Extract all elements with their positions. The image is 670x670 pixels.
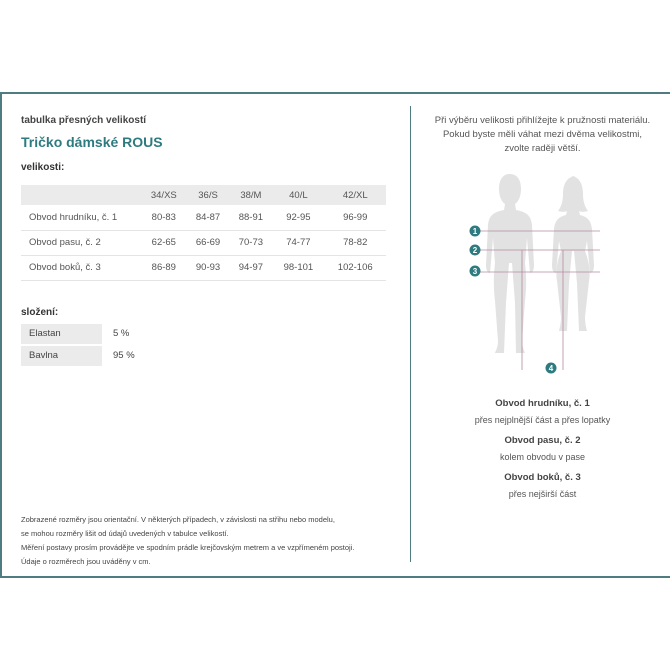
note-line: Zobrazené rozměry jsou orientační. V něk… <box>21 515 335 524</box>
composition-heading: složení: <box>21 306 59 318</box>
cell: 98-101 <box>272 255 325 281</box>
marker-2: 2 <box>469 244 481 256</box>
cell: 70-73 <box>229 230 273 256</box>
svg-text:2: 2 <box>473 246 478 255</box>
note-line: Měření postavy prosím provádějte ve spod… <box>21 543 355 552</box>
advice-line: Pokud byste měli váhat mezi dvěma veliko… <box>442 129 643 140</box>
female-silhouette <box>552 176 594 331</box>
header-cell: 38/M <box>229 185 273 205</box>
cell: 66-69 <box>186 230 230 256</box>
material: Bavlna <box>21 345 102 366</box>
cell: 86-89 <box>141 255 187 281</box>
cell: 102-106 <box>324 255 386 281</box>
table-row: Obvod boků, č. 3 86-89 90-93 94-97 98-10… <box>21 255 386 281</box>
advice-line: zvolte raději větší. <box>504 143 581 154</box>
marker-3: 3 <box>469 265 481 277</box>
legend-description: přes nejširší část <box>508 489 577 499</box>
marker-1: 1 <box>469 225 481 237</box>
row-label: Obvod boků, č. 3 <box>21 255 141 281</box>
percentage: 95 % <box>113 350 135 361</box>
cell: 88-91 <box>229 205 273 231</box>
cell: 74-77 <box>272 230 325 256</box>
legend-description: přes nejplnější část a přes lopatky <box>474 415 611 425</box>
body-measurement-figure: 1 2 3 4 <box>469 174 600 374</box>
header-cell: 42/XL <box>324 185 386 205</box>
cell: 84-87 <box>186 205 230 231</box>
legend-description: kolem obvodu v pase <box>499 452 586 462</box>
cell: 96-99 <box>324 205 386 231</box>
percentage: 5 % <box>113 328 130 339</box>
sizes-heading: velikosti: <box>21 162 65 173</box>
composition-list: Elastan 5 % Bavlna 95 % <box>21 323 387 366</box>
cell: 80-83 <box>141 205 187 231</box>
size-table: 34/XS 36/S 38/M 40/L 42/XL Obvod hrudník… <box>21 185 386 281</box>
column-divider <box>410 106 411 562</box>
composition-row: Elastan 5 % <box>21 323 387 344</box>
note-line: Údaje o rozměrech jsou uváděny v cm. <box>21 557 151 566</box>
advice-line: Při výběru velikosti přihlížejte k pružn… <box>434 115 651 126</box>
row-label: Obvod pasu, č. 2 <box>21 230 141 256</box>
header-cell <box>21 185 141 205</box>
legend-heading: Obvod hrudníku, č. 1 <box>495 398 590 409</box>
note-line: se mohou rozměry lišit od údajů uvedenýc… <box>21 529 229 538</box>
svg-text:1: 1 <box>473 227 478 236</box>
legend-heading: Obvod boků, č. 3 <box>504 472 581 483</box>
cell: 94-97 <box>229 255 273 281</box>
header-cell: 36/S <box>186 185 230 205</box>
table-row: Obvod hrudníku, č. 1 80-83 84-87 88-91 9… <box>21 205 386 231</box>
marker-4: 4 <box>545 362 557 374</box>
cell: 78-82 <box>324 230 386 256</box>
material: Elastan <box>21 323 102 344</box>
size-chart-frame <box>0 92 670 578</box>
kicker: tabulka přesných velikostí <box>21 115 147 126</box>
table-header-row: 34/XS 36/S 38/M 40/L 42/XL <box>21 185 386 205</box>
header-cell: 34/XS <box>141 185 187 205</box>
row-label: Obvod hrudníku, č. 1 <box>21 205 141 231</box>
cell: 90-93 <box>186 255 230 281</box>
table-row: Obvod pasu, č. 2 62-65 66-69 70-73 74-77… <box>21 230 386 256</box>
measurement-legend: Obvod hrudníku, č. 1 přes nejplnější čás… <box>420 392 665 499</box>
male-silhouette <box>486 174 534 353</box>
cell: 62-65 <box>141 230 187 256</box>
cell: 92-95 <box>272 205 325 231</box>
composition-row: Bavlna 95 % <box>21 345 387 366</box>
notes: Zobrazené rozměry jsou orientační. V něk… <box>21 513 354 569</box>
legend-heading: Obvod pasu, č. 2 <box>504 435 581 446</box>
page-title: Tričko dámské ROUS <box>21 134 163 150</box>
header-cell: 40/L <box>272 185 325 205</box>
advice: Při výběru velikosti přihlížejte k pružn… <box>420 114 665 156</box>
svg-text:4: 4 <box>549 364 554 373</box>
size-table-section: tabulka přesných velikostí Tričko dámské… <box>21 115 387 366</box>
svg-text:3: 3 <box>473 267 478 276</box>
